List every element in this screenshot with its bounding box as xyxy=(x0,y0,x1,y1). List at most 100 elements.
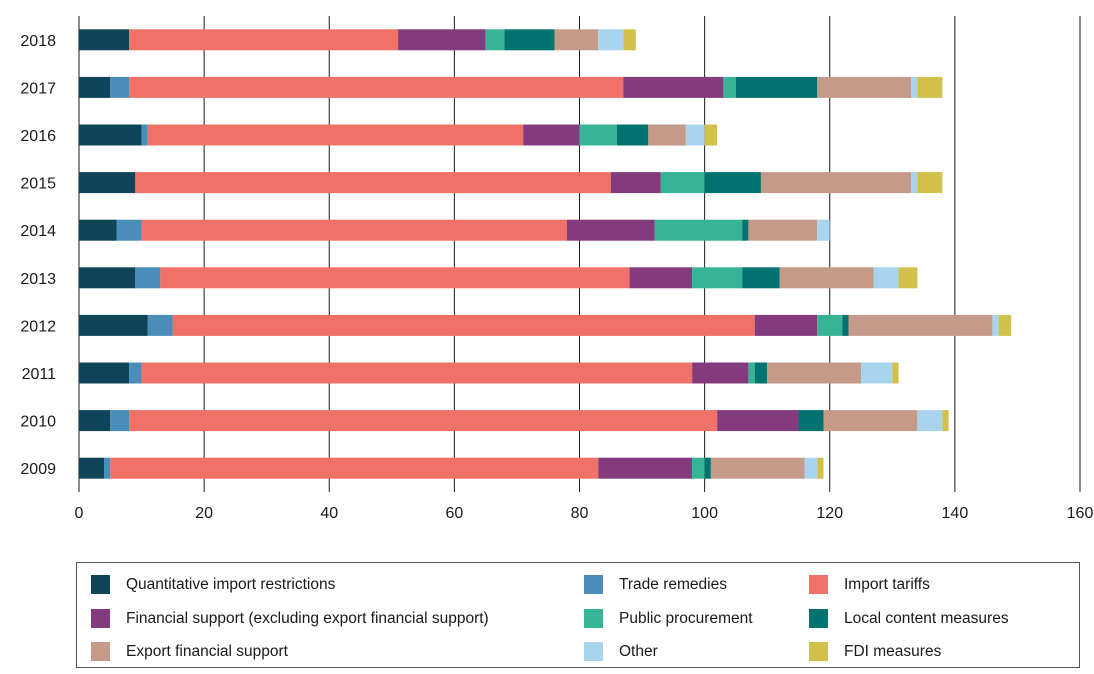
legend-item-other: Other xyxy=(584,642,658,661)
legend-item-quantitative-import-restrictions: Quantitative import restrictions xyxy=(91,575,335,594)
legend-swatch xyxy=(584,609,603,628)
bar-segment xyxy=(779,267,874,289)
y-tick-label: 2014 xyxy=(20,223,56,240)
bar-segment xyxy=(735,76,818,98)
bar-segment xyxy=(135,267,161,289)
bar-segment xyxy=(911,76,918,98)
bar-segment xyxy=(992,314,999,336)
bar-segment xyxy=(79,124,142,146)
bar-segment xyxy=(817,457,824,479)
bar-segment xyxy=(804,457,818,479)
bar-segment xyxy=(998,314,1012,336)
bar-segment xyxy=(917,172,943,194)
bar-segment xyxy=(692,267,743,289)
bar-segment xyxy=(892,362,899,384)
bar-segment xyxy=(660,172,705,194)
x-tick-label: 80 xyxy=(571,505,589,522)
legend-label: Local content measures xyxy=(844,609,1009,627)
bar-segment xyxy=(685,124,705,146)
bar-segment xyxy=(692,362,749,384)
bar-segment xyxy=(554,29,599,51)
x-tick-label: 120 xyxy=(816,505,843,522)
bar-segment xyxy=(110,457,599,479)
bar-segment xyxy=(79,267,136,289)
legend-item-local-content-measures: Local content measures xyxy=(809,609,1009,628)
bar-segment xyxy=(160,267,630,289)
bar-segment xyxy=(566,219,655,241)
bar-segment xyxy=(129,410,718,432)
bar-segment xyxy=(129,362,142,384)
legend-swatch xyxy=(584,575,603,594)
bar-segment xyxy=(79,457,105,479)
y-tick-label: 2013 xyxy=(20,271,56,288)
legend-swatch xyxy=(91,642,110,661)
bar-segment xyxy=(523,124,580,146)
x-tick-label: 160 xyxy=(1067,505,1094,522)
y-tick-label: 2016 xyxy=(20,128,56,145)
bar-segment xyxy=(861,362,893,384)
y-tick-label: 2015 xyxy=(20,176,56,193)
bar-segment xyxy=(754,314,818,336)
legend-item-trade-remedies: Trade remedies xyxy=(584,575,727,594)
bar-segment xyxy=(104,457,111,479)
bar-segment xyxy=(579,124,618,146)
legend-item-public-procurement: Public procurement xyxy=(584,609,753,628)
y-tick-label: 2018 xyxy=(20,33,56,50)
legend-label: Public procurement xyxy=(619,609,753,627)
bar-segment xyxy=(598,457,693,479)
legend-label: Financial support (excluding export fina… xyxy=(126,609,489,627)
bar-segment xyxy=(817,219,830,241)
x-axis-labels: 0 20 40 60 80 100 120 140 160 xyxy=(75,505,1094,522)
bar-segment xyxy=(873,267,899,289)
legend-label: FDI measures xyxy=(844,642,942,660)
bar-segment xyxy=(742,267,780,289)
bar-segment xyxy=(704,457,711,479)
bar-segment xyxy=(623,29,636,51)
bar-segment xyxy=(798,410,824,432)
bar-segment xyxy=(629,267,693,289)
legend-label: Trade remedies xyxy=(619,575,727,593)
y-axis-labels: 2018 2017 2016 2015 2014 2013 2012 2011 2010 2009 xyxy=(20,33,56,478)
bar-segment xyxy=(704,124,718,146)
bar-segment xyxy=(147,314,173,336)
bar-segment xyxy=(79,172,136,194)
bar-segment xyxy=(141,362,693,384)
legend: Quantitative import restrictions Trade r… xyxy=(76,562,1080,668)
bar-segment xyxy=(79,76,111,98)
bar-segment xyxy=(485,29,505,51)
stacked-bar-chart: 2018 2017 2016 2015 2014 2013 2012 2011 2010 2009… xyxy=(20,16,1094,522)
x-tick-label: 40 xyxy=(320,505,338,522)
bar-segment xyxy=(129,76,624,98)
bar-segment xyxy=(917,410,943,432)
x-tick-label: 140 xyxy=(942,505,969,522)
legend-label: Import tariffs xyxy=(844,575,930,593)
y-tick-label: 2009 xyxy=(20,461,56,478)
legend-label: Export financial support xyxy=(126,642,288,660)
bar-segment xyxy=(760,172,912,194)
legend-swatch xyxy=(809,642,828,661)
bar-segment xyxy=(398,29,486,51)
bar-segment xyxy=(942,410,949,432)
bar-segment xyxy=(110,76,130,98)
y-tick-label: 2012 xyxy=(20,318,56,335)
x-tick-label: 0 xyxy=(75,505,84,522)
bar-segment xyxy=(147,124,524,146)
bar-segment xyxy=(110,410,130,432)
bar-segment xyxy=(610,172,661,194)
y-tick-label: 2017 xyxy=(20,80,56,97)
legend-label: Other xyxy=(619,642,658,660)
bar-segment xyxy=(748,219,818,241)
bar-segment xyxy=(598,29,624,51)
y-tick-label: 2010 xyxy=(20,414,56,431)
bar-segment xyxy=(817,314,843,336)
bar-segment xyxy=(848,314,993,336)
y-tick-label: 2011 xyxy=(22,366,57,383)
legend-swatch xyxy=(809,575,828,594)
bar-segment xyxy=(717,410,799,432)
bar-segment xyxy=(917,76,943,98)
bars xyxy=(79,29,1012,479)
legend-label: Quantitative import restrictions xyxy=(126,575,336,593)
bar-segment xyxy=(79,362,130,384)
bar-segment xyxy=(141,219,567,241)
legend-item-import-tariffs: Import tariffs xyxy=(809,575,930,594)
